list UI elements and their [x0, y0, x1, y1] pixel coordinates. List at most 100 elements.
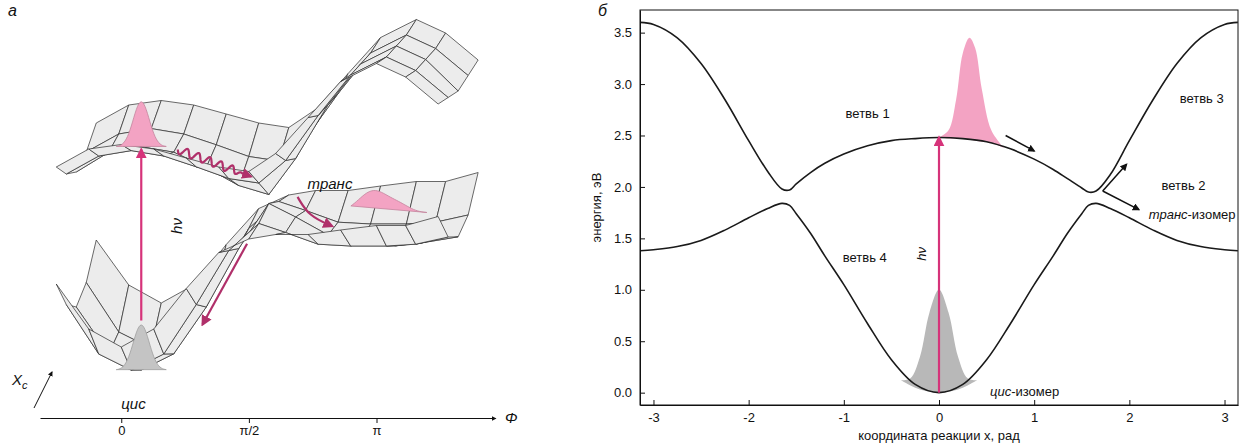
surface-cell	[56, 284, 99, 354]
phi-axis-line	[41, 418, 496, 419]
annotation-rest: -изомер	[1188, 207, 1236, 222]
x-tick-label: -2	[743, 410, 755, 425]
y-tick-mark	[640, 341, 645, 342]
y-tick: 3.5	[614, 25, 645, 40]
x-axis-title: Φ	[505, 409, 518, 426]
y-axis-line	[640, 11, 641, 406]
surface-cell	[276, 116, 319, 161]
y-tick-label: 2.0	[614, 180, 632, 195]
surface-cell	[249, 224, 286, 240]
surface	[56, 173, 478, 371]
x-axis-line	[641, 405, 1239, 406]
plot-frame	[640, 10, 1238, 405]
surface	[56, 20, 478, 195]
panel-label: а	[8, 2, 17, 19]
y-tick: 0.0	[614, 385, 645, 400]
plot-area	[640, 22, 1238, 392]
x-tick-mark	[1225, 400, 1226, 405]
y-tick-mark	[640, 393, 645, 394]
figure: 0 π/2 π Φ Xc цис транс hν а -3 -2 -1 0 1 2 3 0.0 0.5 1.0 1.…	[0, 0, 1251, 446]
arrow	[1006, 135, 1035, 150]
x-axis: -3 -2 -1 0 1 2 3	[641, 400, 1239, 425]
y-tick-mark	[640, 187, 645, 188]
x-tick: -2	[743, 400, 755, 425]
y-tick: 1.0	[614, 282, 645, 297]
annotation: ветвь 1	[846, 106, 890, 121]
x-tick-label: 1	[1031, 410, 1038, 425]
y-tick-label: 0.5	[614, 334, 632, 349]
x-tick: 2	[1126, 400, 1133, 425]
annotation: транс-изомер	[1149, 207, 1236, 222]
x-tick-mark	[844, 400, 845, 405]
arrow	[938, 138, 940, 393]
x-tick: 3	[1221, 400, 1228, 425]
annotation-italic: цис	[990, 384, 1012, 399]
arrow	[140, 150, 142, 321]
x-tick-label: 3	[1221, 410, 1228, 425]
panel-label: б	[598, 2, 608, 19]
y-tick-label: 1.0	[614, 282, 632, 297]
x-tick-mark	[653, 400, 654, 405]
wavepacket-area	[939, 38, 1004, 148]
arrow	[178, 149, 251, 177]
y-tick: 1.5	[614, 231, 645, 246]
y-tick-mark	[640, 84, 645, 85]
y-tick: 0.5	[614, 334, 645, 349]
y-tick: 2.0	[614, 180, 645, 195]
x-tick: 1	[1031, 400, 1038, 425]
annotation: ветвь 4	[843, 250, 887, 265]
phi-tick-label: π/2	[239, 423, 259, 438]
y-tick-label: 3.0	[614, 77, 632, 92]
annotation: hν	[914, 246, 929, 260]
surface-cell	[341, 57, 387, 82]
annotation-italic: транс	[1149, 207, 1188, 222]
x-tick-mark	[749, 400, 750, 405]
wavepacket	[116, 325, 166, 370]
surface-cell	[186, 251, 229, 305]
phi-tick: 0	[118, 418, 125, 438]
phi-axis: 0 π/2 π	[41, 418, 496, 438]
y-tick-mark	[640, 33, 645, 34]
phi-tick: π	[373, 418, 382, 438]
y-tick: 3.0	[614, 77, 645, 92]
x-axis-title: координата реакции x, рад	[858, 428, 1020, 443]
surface-cell	[56, 149, 99, 174]
y-tick-label: 1.5	[614, 231, 632, 246]
annotation-rest: -изомер	[1011, 384, 1059, 399]
x-tick-label: -3	[648, 410, 660, 425]
x-tick-label: 0	[936, 410, 943, 425]
phi-tick-label: 0	[118, 423, 125, 438]
y-axis-title: энергия, эВ	[589, 173, 604, 243]
x-tick-label: 2	[1126, 410, 1133, 425]
annotation: hν	[168, 218, 185, 234]
x-tick: -1	[839, 400, 851, 425]
annotation: ветвь 2	[1162, 178, 1206, 193]
arrow	[203, 244, 248, 325]
arrow	[1103, 164, 1127, 191]
depth-axis-line	[34, 372, 52, 408]
x-tick: -3	[648, 400, 660, 425]
arrow	[298, 197, 333, 226]
wavepacket	[116, 102, 166, 147]
annotation: транс	[308, 175, 353, 192]
x-tick-mark	[1034, 400, 1035, 405]
wavepacket	[351, 191, 427, 213]
phi-tick: π/2	[239, 418, 259, 438]
annotation: цис	[121, 395, 146, 412]
surface-cell	[249, 154, 286, 184]
y-tick-mark	[640, 290, 645, 291]
surface-plot	[56, 20, 478, 371]
depth-axis-title: Xc	[11, 371, 28, 391]
surface-cell	[308, 75, 351, 118]
annotation: ветвь 3	[1180, 91, 1224, 106]
y-tick-mark	[640, 135, 645, 136]
y-tick-label: 2.5	[614, 128, 632, 143]
y-tick: 2.5	[614, 128, 645, 143]
x-tick-mark	[1129, 400, 1130, 405]
surface-cell	[436, 173, 479, 223]
annotation: цис-изомер	[990, 384, 1059, 399]
x-tick: 0	[936, 400, 943, 425]
phi-tick-label: π	[373, 423, 382, 438]
y-axis: 0.0 0.5 1.0 1.5 2.0 2.5 3.0 3.5	[614, 11, 645, 406]
surface-cell	[406, 71, 449, 105]
